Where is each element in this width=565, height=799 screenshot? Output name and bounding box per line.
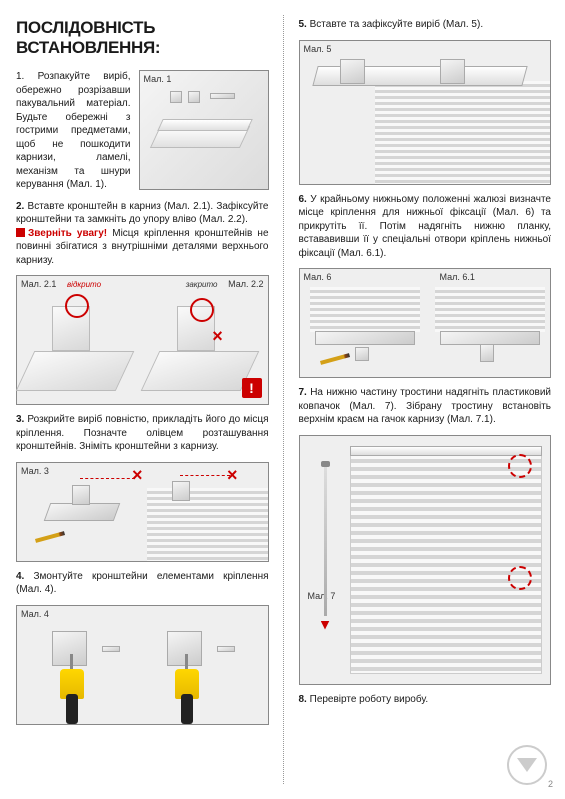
figure-6-label: Мал. 6 [304, 272, 332, 282]
step-1: 1. Розпакуйте виріб, обережно розрізавши… [16, 70, 269, 192]
figure-5: Мал. 5 [299, 40, 552, 185]
step-2-text: 2. Вставте кронштейн в карниз (Мал. 2.1)… [16, 200, 269, 268]
scroll-down-icon[interactable] [507, 745, 547, 785]
figure-4-label: Мал. 4 [21, 609, 49, 619]
step-6: 6. У крайньому нижньому положенні жалюзі… [299, 193, 552, 379]
figure-6-1-label: Мал. 6.1 [440, 272, 475, 282]
figure-6: Мал. 6 Мал. 6.1 [299, 268, 552, 378]
step-8-text: 8. Перевірте роботу виробу. [299, 693, 552, 707]
figure-2: Мал. 2.1 Мал. 2.2 відкрито закрито × ! [16, 275, 269, 405]
step-3-text: 3. Розкрийте виріб повністю, прикладіть … [16, 413, 269, 454]
figure-3: Мал. 3 × × [16, 462, 269, 562]
figure-1-label: Мал. 1 [144, 74, 172, 84]
figure-1: Мал. 1 [139, 70, 269, 190]
page-number: 2 [548, 779, 553, 789]
left-column: ПОСЛІДОВНІСТЬ ВСТАНОВЛЕННЯ: 1. Розпакуйт… [0, 0, 283, 799]
column-divider [283, 15, 284, 784]
step-7-text: 7. На нижню частину тростини надягніть п… [299, 386, 552, 427]
step-2: 2. Вставте кронштейн в карниз (Мал. 2.1)… [16, 200, 269, 406]
step-7: 7. На нижню частину тростини надягніть п… [299, 386, 552, 685]
step-3: 3. Розкрийте виріб повністю, прикладіть … [16, 413, 269, 562]
step-5-text: 5. Вставте та зафіксуйте виріб (Мал. 5). [299, 18, 552, 32]
figure-5-label: Мал. 5 [304, 44, 332, 54]
figure-3-label: Мал. 3 [21, 466, 49, 476]
step-6-text: 6. У крайньому нижньому положенні жалюзі… [299, 193, 552, 261]
step-4-text: 4. Змонтуйте кронштейни елементами кріпл… [16, 570, 269, 597]
drill-icon [52, 669, 92, 724]
step-1-text: 1. Розпакуйте виріб, обережно розрізавши… [16, 70, 131, 192]
drill-icon [167, 669, 207, 724]
step-5: 5. Вставте та зафіксуйте виріб (Мал. 5).… [299, 18, 552, 185]
figure-7: Мал. 7 Мал. 7.1 [299, 435, 552, 685]
warning-icon: ! [242, 378, 262, 398]
figure-4: Мал. 4 [16, 605, 269, 725]
right-column: 5. Вставте та зафіксуйте виріб (Мал. 5).… [283, 0, 565, 799]
step-4: 4. Змонтуйте кронштейни елементами кріпл… [16, 570, 269, 725]
figure-7-label: Мал. 7 [308, 591, 336, 601]
main-title: ПОСЛІДОВНІСТЬ ВСТАНОВЛЕННЯ: [16, 18, 269, 58]
step-8: 8. Перевірте роботу виробу. [299, 693, 552, 715]
